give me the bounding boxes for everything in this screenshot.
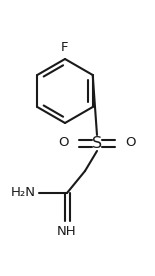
Text: O: O <box>125 137 135 150</box>
Text: O: O <box>58 137 69 150</box>
Text: S: S <box>92 136 102 150</box>
Text: NH: NH <box>57 225 77 238</box>
Text: H₂N: H₂N <box>11 185 36 198</box>
Text: F: F <box>61 41 69 54</box>
